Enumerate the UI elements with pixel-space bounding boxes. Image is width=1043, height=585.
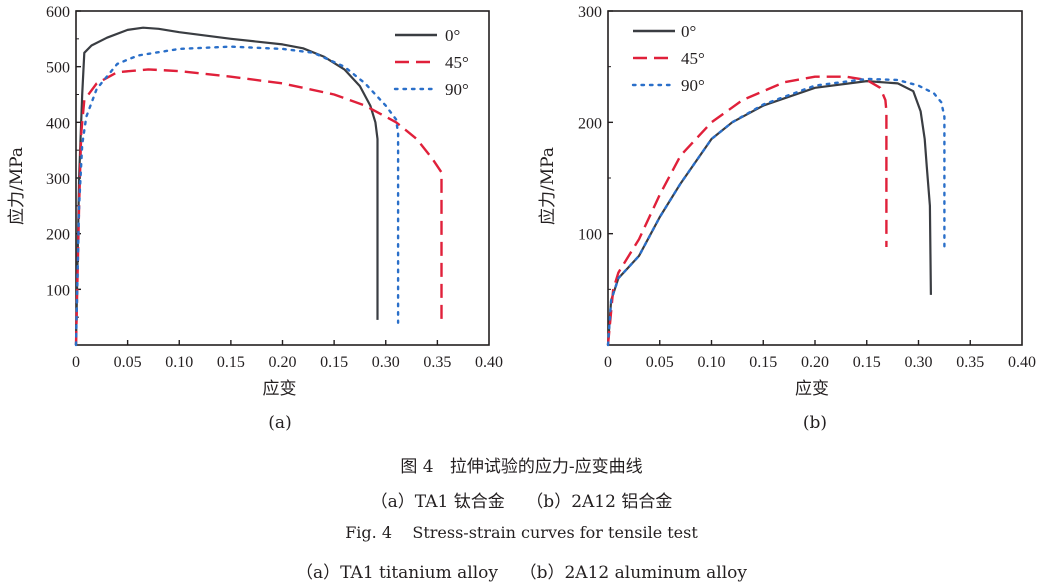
y-tick-label: 100 — [46, 282, 70, 299]
y-axis-label: 应力/MPa — [538, 147, 558, 225]
y-tick-label: 400 — [46, 115, 70, 132]
caption-cn-title: 图 4 拉伸试验的应力-应变曲线 — [400, 457, 643, 477]
x-tick-label: 0.05 — [646, 354, 674, 371]
panel-label: (b) — [803, 413, 827, 433]
x-tick-label: 0.15 — [320, 354, 348, 371]
legend-label: 90° — [681, 76, 705, 95]
x-tick-label: 0.15 — [749, 354, 777, 371]
series-line-0 — [74, 26, 379, 346]
caption-cn-sub: （a）TA1 钛合金 （b）2A12 铝合金 — [370, 492, 673, 512]
x-tick-label: 0 — [604, 354, 612, 371]
x-tick-label: 0.10 — [698, 354, 726, 371]
legend-label: 45° — [445, 53, 469, 72]
x-tick-label: 0.30 — [372, 354, 400, 371]
chart-panel-a: 0 0.05 0.10 0.15 0.20 0.15 0.30 0.35 0.40 100 200 3… — [7, 4, 503, 433]
caption-en-sub: （a）TA1 titanium alloy （b）2A12 aluminum a… — [296, 563, 747, 583]
y-tick-label: 100 — [578, 227, 602, 244]
x-tick-label: 0.35 — [956, 354, 984, 371]
series-line-1 — [606, 75, 888, 346]
legend-label: 90° — [445, 80, 469, 99]
x-tick-label: 0 — [72, 354, 80, 371]
legend-label: 45° — [681, 49, 705, 68]
x-tick-label: 0.15 — [217, 354, 245, 371]
x-tick-label: 0.05 — [114, 354, 142, 371]
y-tick-label: 200 — [46, 227, 70, 244]
x-tick-label: 0.40 — [1008, 354, 1036, 371]
x-tick-label: 0.20 — [801, 354, 829, 371]
y-tick-label: 600 — [46, 4, 70, 21]
x-axis-label: 应变 — [795, 379, 829, 399]
y-tick-label: 200 — [578, 115, 602, 132]
legend-label: 0° — [445, 26, 460, 45]
chart-panel-b: 0 0.05 0.10 0.15 0.20 0.15 0.30 0.35 0.40 100 200 3… — [538, 4, 1036, 433]
x-tick-label: 0.30 — [905, 354, 933, 371]
x-axis-label: 应变 — [263, 379, 297, 399]
x-tick-label: 0.10 — [165, 354, 193, 371]
plot-frame — [607, 10, 1023, 346]
series-line-0 — [606, 80, 932, 346]
legend-label: 0° — [681, 22, 696, 41]
x-tick-label: 0.35 — [423, 354, 451, 371]
x-tick-label: 0.40 — [475, 354, 503, 371]
x-tick-label: 0.20 — [269, 354, 297, 371]
caption-en-title: Fig. 4 Stress-strain curves for tensile … — [345, 523, 698, 542]
y-tick-label: 500 — [46, 60, 70, 77]
x-tick-label: 0.15 — [853, 354, 881, 371]
y-tick-label: 300 — [578, 4, 602, 21]
panel-label: (a) — [268, 413, 291, 433]
series-line-2 — [74, 45, 400, 347]
y-axis-label: 应力/MPa — [7, 147, 27, 225]
series-line-1 — [74, 68, 443, 346]
series-line-2 — [606, 77, 946, 347]
y-tick-label: 300 — [46, 171, 70, 188]
